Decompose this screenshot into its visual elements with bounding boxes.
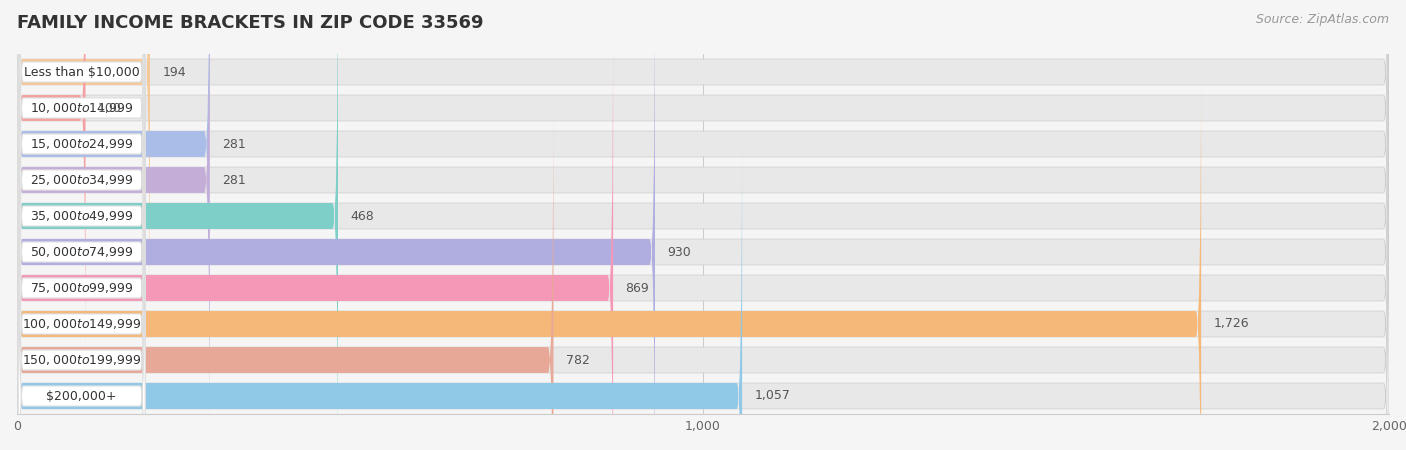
FancyBboxPatch shape <box>18 0 145 450</box>
Text: $25,000 to $34,999: $25,000 to $34,999 <box>30 173 134 187</box>
FancyBboxPatch shape <box>18 10 145 450</box>
Text: 1,726: 1,726 <box>1213 318 1249 330</box>
Text: $10,000 to $14,999: $10,000 to $14,999 <box>30 101 134 115</box>
FancyBboxPatch shape <box>17 13 613 450</box>
FancyBboxPatch shape <box>18 0 145 314</box>
FancyBboxPatch shape <box>17 85 554 450</box>
FancyBboxPatch shape <box>17 0 1389 450</box>
Text: $100,000 to $149,999: $100,000 to $149,999 <box>22 317 142 331</box>
FancyBboxPatch shape <box>17 49 1201 450</box>
FancyBboxPatch shape <box>17 0 1389 450</box>
FancyBboxPatch shape <box>17 0 209 450</box>
FancyBboxPatch shape <box>17 0 655 450</box>
FancyBboxPatch shape <box>17 121 1389 450</box>
FancyBboxPatch shape <box>17 0 1389 383</box>
FancyBboxPatch shape <box>18 118 145 450</box>
Text: Source: ZipAtlas.com: Source: ZipAtlas.com <box>1256 14 1389 27</box>
Text: 100: 100 <box>98 102 122 114</box>
FancyBboxPatch shape <box>17 0 337 450</box>
FancyBboxPatch shape <box>18 0 145 386</box>
FancyBboxPatch shape <box>17 49 1389 450</box>
FancyBboxPatch shape <box>17 13 1389 450</box>
FancyBboxPatch shape <box>18 0 145 350</box>
FancyBboxPatch shape <box>18 154 145 450</box>
Text: 468: 468 <box>350 210 374 222</box>
FancyBboxPatch shape <box>17 85 1389 450</box>
Text: $75,000 to $99,999: $75,000 to $99,999 <box>30 281 134 295</box>
Text: 1,057: 1,057 <box>755 390 790 402</box>
Text: $15,000 to $24,999: $15,000 to $24,999 <box>30 137 134 151</box>
FancyBboxPatch shape <box>17 0 1389 450</box>
FancyBboxPatch shape <box>18 46 145 450</box>
Text: $150,000 to $199,999: $150,000 to $199,999 <box>22 353 142 367</box>
Text: $35,000 to $49,999: $35,000 to $49,999 <box>30 209 134 223</box>
Text: 930: 930 <box>668 246 692 258</box>
Text: 194: 194 <box>162 66 186 78</box>
Text: Less than $10,000: Less than $10,000 <box>24 66 139 78</box>
Text: 281: 281 <box>222 174 246 186</box>
FancyBboxPatch shape <box>17 121 742 450</box>
FancyBboxPatch shape <box>18 82 145 450</box>
FancyBboxPatch shape <box>17 0 150 347</box>
Text: $200,000+: $200,000+ <box>46 390 117 402</box>
FancyBboxPatch shape <box>17 0 1389 419</box>
FancyBboxPatch shape <box>18 0 145 422</box>
FancyBboxPatch shape <box>17 0 1389 347</box>
Text: 281: 281 <box>222 138 246 150</box>
FancyBboxPatch shape <box>17 0 86 383</box>
Text: FAMILY INCOME BRACKETS IN ZIP CODE 33569: FAMILY INCOME BRACKETS IN ZIP CODE 33569 <box>17 14 484 32</box>
FancyBboxPatch shape <box>17 0 209 419</box>
Text: 782: 782 <box>565 354 589 366</box>
Text: $50,000 to $74,999: $50,000 to $74,999 <box>30 245 134 259</box>
Text: 869: 869 <box>626 282 650 294</box>
